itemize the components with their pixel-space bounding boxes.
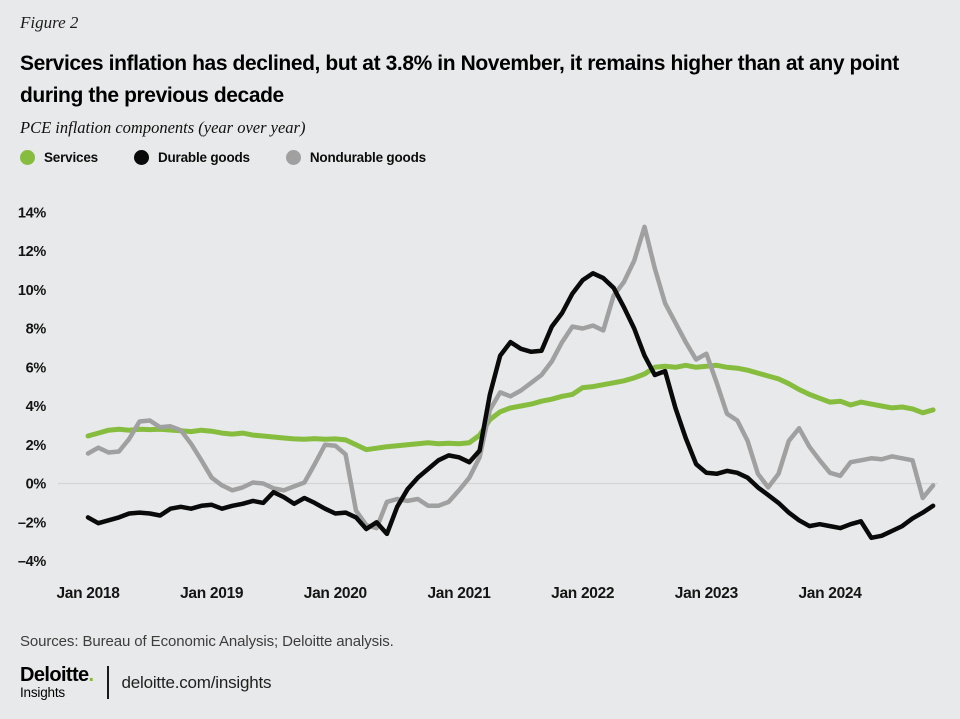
x-axis-tick-label: Jan 2023	[675, 585, 739, 602]
legend-label-durable-goods: Durable goods	[157, 150, 250, 165]
x-axis-tick-label: Jan 2020	[304, 585, 367, 602]
y-axis-tick-label: 0%	[26, 477, 47, 493]
figure-number: Figure 2	[20, 13, 79, 32]
x-axis-tick-label: Jan 2021	[427, 585, 491, 602]
services-line	[85, 362, 936, 453]
footer: Deloitte. Insights deloitte.com/insights	[20, 665, 272, 700]
headline-line-1: Services inflation has declined, but at …	[20, 52, 899, 75]
inflation-line-chart: 14% 12% 10% 8% 6% 4% 2% 0% –2% –4% Jan 2018 Jan 201…	[18, 205, 938, 602]
legend-item-durable-goods: Durable goods	[133, 150, 250, 165]
y-axis-tick-label: 2%	[26, 438, 47, 454]
y-axis-tick-label: 14%	[18, 205, 47, 221]
durable-goods-line	[85, 271, 936, 541]
y-axis-tick-label: 4%	[26, 399, 47, 415]
x-axis-tick-label: Jan 2022	[551, 585, 614, 602]
y-axis-tick-label: 12%	[18, 244, 47, 260]
sources-note: Sources: Bureau of Economic Analysis; De…	[20, 633, 394, 650]
deloitte-insights-logo: Deloitte. Insights	[20, 665, 94, 700]
brand-name: Deloitte	[20, 664, 89, 686]
nondurable-goods-dot-icon	[285, 150, 301, 165]
footer-divider	[106, 666, 109, 699]
legend-item-services: Services	[20, 150, 98, 165]
brand-sub-name: Insights	[20, 685, 65, 700]
chart-subtitle: PCE inflation components (year over year…	[20, 118, 306, 137]
services-dot-icon	[20, 150, 35, 165]
brand-green-dot-icon: .	[88, 664, 95, 686]
x-axis-tick-label: Jan 2018	[56, 585, 120, 602]
nondurable-goods-line	[85, 224, 936, 531]
chart-headline: Services inflation has declined, but at …	[20, 48, 945, 112]
headline-line-2: during the previous decade	[20, 84, 284, 107]
chart-legend: Services Durable goods Nondurable goods	[20, 150, 426, 165]
y-axis-tick-label: –4%	[18, 554, 47, 570]
legend-label-nondurable-goods: Nondurable goods	[309, 150, 426, 165]
y-axis-tick-label: 6%	[26, 360, 47, 376]
y-axis-tick-label: –2%	[18, 515, 47, 531]
legend-item-nondurable-goods: Nondurable goods	[285, 150, 426, 165]
y-axis-tick-label: 10%	[18, 283, 47, 299]
y-axis-tick-label: 8%	[26, 322, 47, 338]
durable-goods-dot-icon	[133, 150, 149, 165]
x-axis-tick-label: Jan 2024	[798, 585, 862, 602]
x-axis-tick-label: Jan 2019	[180, 585, 244, 602]
legend-label-services: Services	[44, 150, 98, 165]
footer-link[interactable]: deloitte.com/insights	[121, 672, 272, 692]
